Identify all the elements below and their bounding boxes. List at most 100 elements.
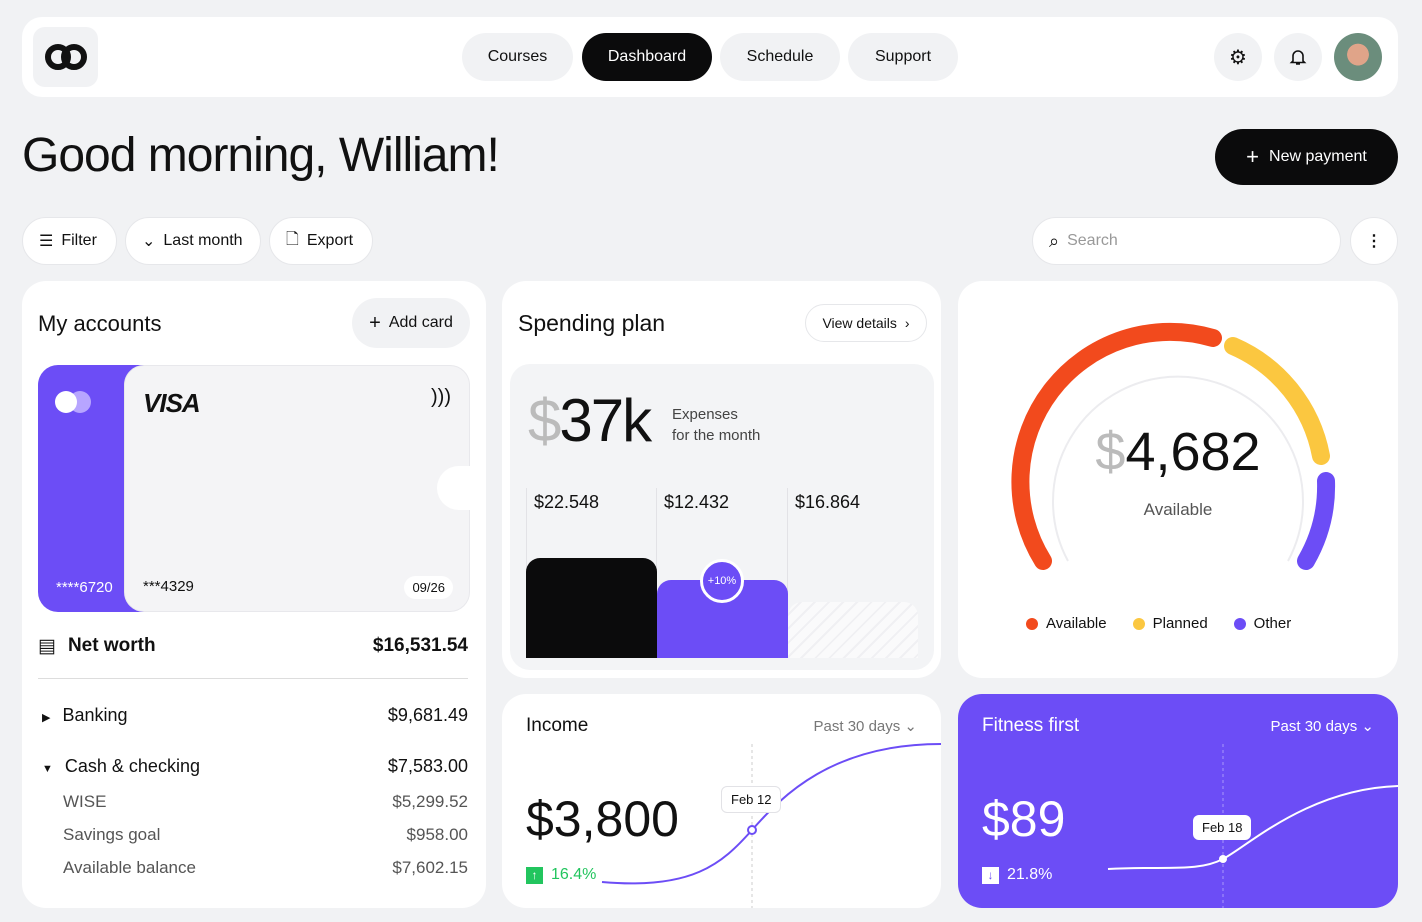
view-details-label: View details xyxy=(822,315,897,331)
spending-caption: Expenses for the month xyxy=(672,406,761,444)
bar-3[interactable] xyxy=(788,602,918,658)
banking-row[interactable]: ▶ Banking $9,681.49 xyxy=(42,705,468,726)
spending-amount: 37k xyxy=(559,387,652,454)
fitness-period-dropdown[interactable]: Past 30 days ⌄ xyxy=(1270,718,1374,735)
net-worth-value: $16,531.54 xyxy=(372,635,468,656)
filter-icon: ☰ xyxy=(39,233,54,250)
arrow-up-icon: ↑ xyxy=(526,866,543,884)
chevron-down-icon: ⌄ xyxy=(142,233,156,250)
gauge-chart xyxy=(1011,322,1336,570)
legend-other: Other xyxy=(1233,615,1291,632)
fitness-change: 21.8% xyxy=(1007,866,1053,883)
income-change: 16.4% xyxy=(551,866,597,883)
search-icon: ⌕ xyxy=(1049,230,1060,251)
spending-title: Spending plan xyxy=(518,310,666,336)
accounts-title: My accounts xyxy=(38,311,162,336)
bar-1[interactable] xyxy=(526,558,657,658)
new-payment-label: New payment xyxy=(1269,148,1367,165)
fitness-amount: $89 xyxy=(982,791,1066,847)
bar-label: $16.864 xyxy=(795,492,861,512)
period-label: Last month xyxy=(163,232,243,249)
caret-down-icon: ▼ xyxy=(42,763,53,775)
card-toggle-icon xyxy=(55,391,93,413)
nav-dashboard[interactable]: Dashboard xyxy=(582,33,712,81)
savings-goal-row: Savings goal $958.00 xyxy=(63,825,468,844)
greeting: Good morning, William! xyxy=(22,129,500,182)
change-badge: +10% xyxy=(700,559,744,603)
chevron-down-icon: ⌄ xyxy=(1361,718,1374,735)
gauge-planned-arc xyxy=(1224,337,1330,465)
nav-support[interactable]: Support xyxy=(848,33,958,81)
search-input[interactable]: ⌕ Search xyxy=(1032,217,1341,265)
more-vertical-icon: ⋮ xyxy=(1366,233,1382,250)
card-notch xyxy=(437,466,471,510)
plus-icon: + xyxy=(369,311,381,334)
cash-checking-row[interactable]: ▼ Cash & checking $7,583.00 xyxy=(42,756,468,777)
bar-label: $22.548 xyxy=(534,492,600,512)
visa-logo: VISA xyxy=(143,388,201,418)
gauge-available-arc xyxy=(1011,322,1222,570)
currency-symbol: $ xyxy=(528,387,561,454)
income-period-dropdown[interactable]: Past 30 days ⌄ xyxy=(813,718,917,735)
card-expiry: 09/26 xyxy=(404,576,453,599)
row-value: $9,681.49 xyxy=(387,705,468,725)
bar-label: $12.432 xyxy=(664,492,730,512)
logo[interactable] xyxy=(33,27,98,87)
bell-icon xyxy=(1289,50,1307,65)
available-amount: 4,682 xyxy=(1125,422,1261,482)
notifications-button[interactable] xyxy=(1274,33,1322,81)
filter-label: Filter xyxy=(61,232,97,249)
caret-right-icon: ▶ xyxy=(42,712,51,724)
view-details-button[interactable]: View details › xyxy=(805,304,927,342)
available-balance-row: Available balance $7,602.15 xyxy=(63,858,468,877)
row-label: Cash & checking xyxy=(64,756,200,776)
chevron-down-icon: ⌄ xyxy=(904,718,917,735)
filter-button[interactable]: ☰ Filter xyxy=(22,217,117,265)
new-payment-button[interactable]: + New payment xyxy=(1215,129,1398,185)
card-front[interactable]: VISA ))) ***4329 09/26 xyxy=(124,365,471,612)
fitness-panel: Fitness first Past 30 days ⌄ $89 ↓ 21.8% … xyxy=(958,694,1398,908)
add-card-button[interactable]: + Add card xyxy=(352,298,470,348)
balance-gauge-panel: $4,682 Available Available Planned Other xyxy=(958,281,1398,678)
fitness-point xyxy=(1219,855,1227,863)
accounts-panel: My accounts + Add card ****6720 VISA ))) … xyxy=(22,281,486,908)
income-line xyxy=(601,743,941,885)
income-title: Income xyxy=(526,715,589,736)
avatar[interactable] xyxy=(1334,33,1382,81)
gauge-other-arc xyxy=(1297,472,1336,570)
fitness-line xyxy=(1107,785,1398,870)
export-button[interactable]: 🗋 Export xyxy=(269,217,373,265)
spending-chart: $37k Expenses for the month $22.548 $12.4… xyxy=(510,364,934,670)
income-panel: Income Past 30 days ⌄ $3,800 ↑ 16.4% Feb … xyxy=(502,694,941,908)
chevron-right-icon: › xyxy=(904,315,910,331)
add-card-label: Add card xyxy=(388,314,453,331)
currency-symbol: $ xyxy=(1095,422,1126,482)
settings-button[interactable]: ⚙ xyxy=(1214,33,1262,81)
gear-icon: ⚙ xyxy=(1229,46,1247,69)
arrow-down-icon: ↓ xyxy=(982,866,999,884)
more-options-button[interactable]: ⋮ xyxy=(1350,217,1398,265)
plus-icon: + xyxy=(1246,144,1260,169)
legend-planned: Planned xyxy=(1132,615,1208,632)
income-amount: $3,800 xyxy=(526,791,679,847)
row-value: $7,583.00 xyxy=(387,756,468,776)
gauge-label: Available xyxy=(1143,500,1213,519)
fitness-title: Fitness first xyxy=(982,715,1080,736)
search-placeholder: Search xyxy=(1067,232,1118,249)
card-back-number: ****6720 xyxy=(56,579,113,596)
nav-courses[interactable]: Courses xyxy=(462,33,573,81)
wallet-icon: ▤ xyxy=(38,636,56,657)
fitness-tooltip: Feb 18 xyxy=(1193,815,1252,840)
legend-available: Available xyxy=(1026,615,1107,632)
export-label: Export xyxy=(306,232,354,249)
gauge-legend: Available Planned Other xyxy=(1026,615,1291,632)
file-export-icon: 🗋 xyxy=(286,230,299,248)
card-front-number: ***4329 xyxy=(143,578,194,595)
net-worth-row: ▤ Net worth $16,531.54 xyxy=(38,635,468,679)
income-tooltip: Feb 12 xyxy=(721,786,782,813)
logo-icon xyxy=(44,44,87,70)
income-point xyxy=(747,825,757,835)
net-worth-label: Net worth xyxy=(67,635,156,656)
period-dropdown[interactable]: ⌄ Last month xyxy=(125,217,261,265)
nav-schedule[interactable]: Schedule xyxy=(720,33,840,81)
